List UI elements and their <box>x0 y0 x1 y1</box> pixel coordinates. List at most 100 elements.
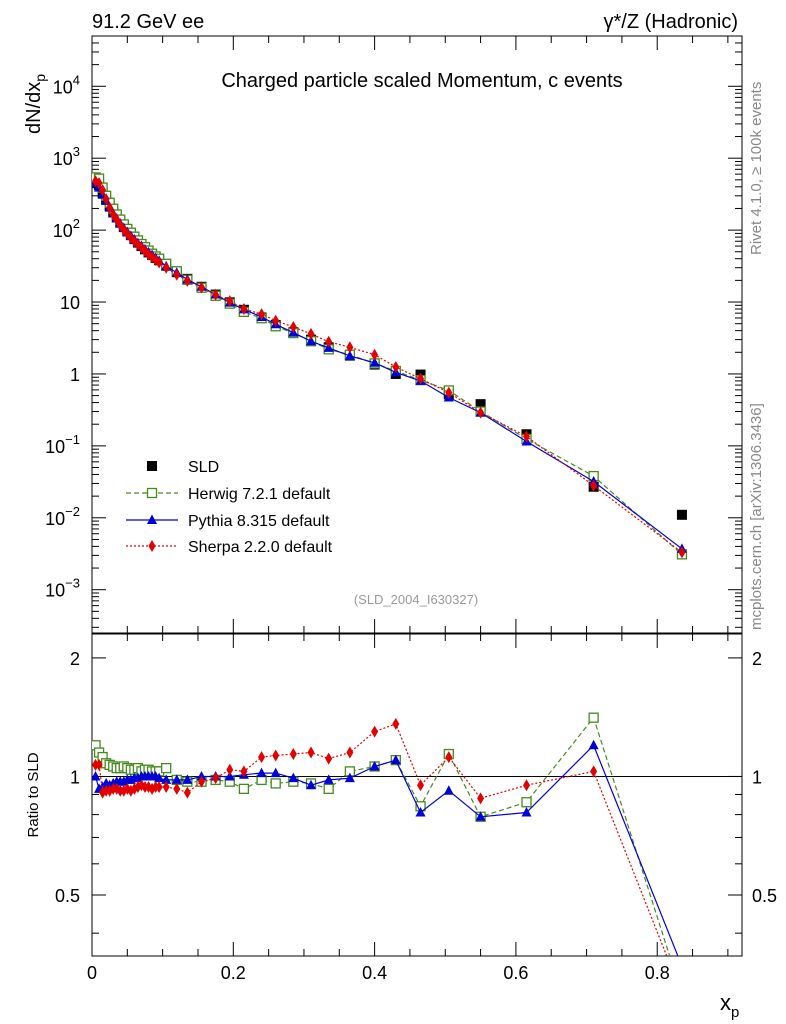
sherpa-point <box>272 749 280 762</box>
pythia-point <box>288 772 299 783</box>
sherpa-point <box>148 540 156 552</box>
pythia-point <box>443 785 454 795</box>
pythia-point <box>270 767 281 778</box>
y-tick-label: 10−2 <box>45 504 80 529</box>
sherpa-point <box>678 988 685 1000</box>
herwig-point <box>521 797 532 808</box>
y-tick-label: 10−1 <box>45 432 80 457</box>
sherpa-point <box>92 758 100 771</box>
pythia-point <box>344 350 355 360</box>
sherpa-point <box>477 406 485 419</box>
y-tick-label: 103 <box>53 144 80 169</box>
sherpa-point <box>258 751 266 764</box>
legend-label: Pythia 8.315 default <box>188 513 330 530</box>
sld-data-point <box>147 461 157 471</box>
ratio-y-tick-label: 0.5 <box>55 886 80 906</box>
ratio-y-tick-label: 1 <box>70 767 80 787</box>
pythia-point <box>182 774 193 784</box>
sherpa-point <box>417 779 425 792</box>
sherpa-point <box>155 781 163 794</box>
pythia-point <box>369 357 380 367</box>
main-axes: 10−3 10−2 10−1 1 10 102 103 104 <box>45 35 743 634</box>
x-tick-label: 0.2 <box>221 963 246 983</box>
pythia-point <box>92 770 101 781</box>
herwig-point <box>238 783 250 795</box>
herwig-point <box>161 762 172 774</box>
legend-label: SLD <box>188 459 219 476</box>
main-series-layer <box>92 172 688 560</box>
energy-label: 91.2 GeV ee <box>92 11 204 33</box>
sherpa-point <box>325 335 333 348</box>
sherpa-point <box>95 177 103 190</box>
sherpa-point <box>116 784 124 797</box>
herwig-point <box>323 783 334 795</box>
pythia-point <box>521 806 532 817</box>
series-line <box>95 180 683 553</box>
x-tick-label: 0.8 <box>645 963 670 983</box>
x-tick-label: 0.6 <box>503 963 528 983</box>
y-tick-label: 10 <box>60 293 80 313</box>
sherpa-point <box>289 748 297 761</box>
x-tick-label: 0.4 <box>362 963 387 983</box>
x-tick-label: 0 <box>87 963 97 983</box>
ratio-ylabel: Ratio to SLD <box>25 752 42 837</box>
sherpa-point <box>590 765 598 778</box>
pythia-point <box>677 961 687 971</box>
sherpa-point <box>95 758 103 771</box>
sld-data-point <box>676 509 687 520</box>
sherpa-point <box>240 302 248 315</box>
pythia-point <box>154 772 165 783</box>
pythia-point <box>161 774 172 784</box>
ratio-series-layer <box>92 712 687 1000</box>
sherpa-point <box>371 348 379 361</box>
main-ylabel: dN/dxp <box>23 74 48 134</box>
sherpa-point <box>445 751 453 764</box>
pythia-point <box>306 335 317 346</box>
sherpa-point <box>417 372 425 385</box>
y-tick-label: 10−3 <box>45 576 80 601</box>
sherpa-point <box>155 256 163 269</box>
sherpa-point <box>258 308 266 321</box>
y-tick-label: 102 <box>53 216 80 241</box>
sherpa-point <box>106 201 114 214</box>
y-tick-label: 1 <box>70 365 80 385</box>
analysis-id: (SLD_2004_I630327) <box>354 592 478 607</box>
ratio-y-tick-label: 2 <box>70 649 80 669</box>
sherpa-point <box>590 479 598 492</box>
sld-data-point <box>475 399 486 410</box>
ratio-axes: 0 0.2 0.4 0.6 0.8 0.5 0.5 1 1 2 2 <box>55 633 777 983</box>
sherpa-point <box>325 752 333 765</box>
sherpa-point <box>109 782 117 795</box>
series-line <box>95 182 683 550</box>
pythia-point <box>171 774 182 784</box>
pythia-point <box>369 760 380 771</box>
sherpa-point <box>152 781 160 794</box>
sherpa-point <box>307 746 315 759</box>
pythia-point <box>475 811 486 821</box>
pythia-point <box>147 514 157 524</box>
sherpa-point <box>346 746 354 759</box>
sherpa-point <box>99 184 107 197</box>
rivet-version-label: Rivet 4.1.0, ≥ 100k events <box>748 82 765 255</box>
sherpa-point <box>173 268 181 281</box>
pythia-point <box>323 774 334 784</box>
sherpa-point <box>307 327 315 340</box>
pythia-point <box>415 806 426 817</box>
sherpa-point <box>477 792 485 805</box>
ratio-series-line <box>94 716 671 956</box>
herwig-point <box>677 990 686 999</box>
series-line <box>95 176 683 555</box>
sherpa-point <box>198 281 206 294</box>
sherpa-point <box>212 772 220 785</box>
mcplots-credit-label: mcplots.cern.ch [arXiv:1306.3436] <box>748 403 765 630</box>
sherpa-point <box>173 782 181 795</box>
sherpa-point <box>102 784 110 797</box>
pythia-point <box>306 779 317 790</box>
sherpa-point <box>392 717 400 730</box>
ratio-series-line <box>95 723 668 956</box>
sherpa-point <box>272 314 280 327</box>
sherpa-point <box>141 781 149 794</box>
sherpa-point <box>226 295 234 308</box>
